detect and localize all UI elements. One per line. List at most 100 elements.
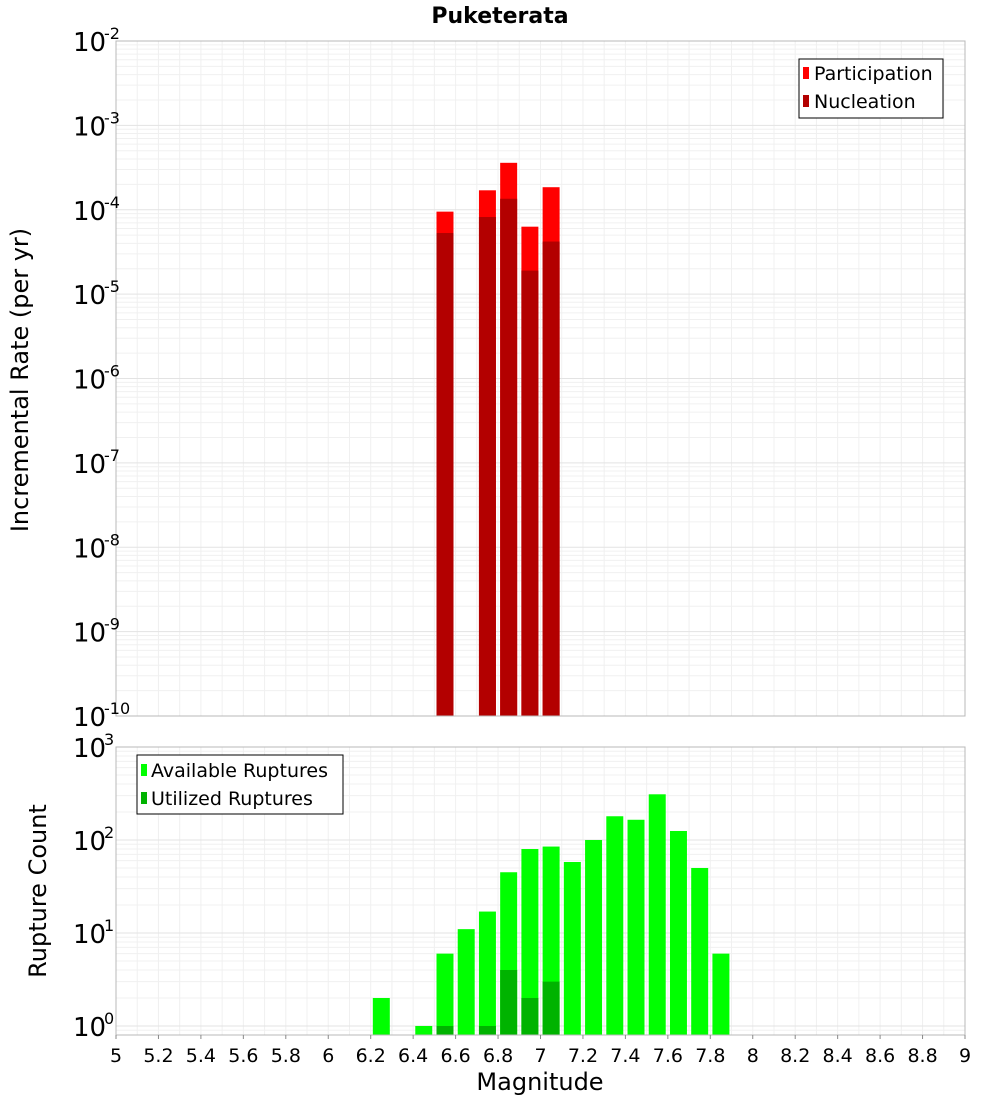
y-tick-label: 10-4 [73, 193, 120, 227]
bottom-legend: Available Ruptures Utilized Ruptures [136, 754, 344, 815]
available-ruptures-legend-swatch [141, 764, 147, 776]
y-tick-exponent: 1 [104, 916, 114, 935]
x-tick-label: 8.8 [907, 1045, 937, 1067]
utilized-ruptures-bar [521, 997, 539, 1035]
y-tick-label: 10-9 [73, 615, 120, 649]
x-tick-label: 5.2 [143, 1045, 173, 1067]
y-tick-label: 10-10 [73, 699, 130, 733]
y-tick-label: 10-8 [73, 530, 120, 564]
available-ruptures-bar [606, 816, 624, 1035]
y-tick-label: 100 [73, 1009, 114, 1043]
nucleation-bar [521, 270, 539, 716]
y-tick-label: 103 [73, 730, 114, 764]
x-tick-label: 8.6 [865, 1045, 895, 1067]
top-grid [115, 40, 966, 717]
y-tick-exponent: 2 [104, 823, 114, 842]
x-tick-label: 5.6 [228, 1045, 258, 1067]
nucleation-legend-swatch [803, 95, 809, 107]
nucleation-bar [500, 198, 518, 717]
available-ruptures-bar [563, 861, 581, 1035]
y-tick-exponent: -10 [104, 699, 130, 718]
x-tick-label: 7.8 [695, 1045, 725, 1067]
utilized-ruptures-bar [478, 1025, 496, 1035]
x-tick-label: 5.4 [186, 1045, 216, 1067]
y-tick-label: 101 [73, 916, 114, 950]
available-ruptures-bar [669, 830, 687, 1035]
available-ruptures-bar [585, 839, 603, 1035]
y-tick-base: 10 [73, 920, 106, 950]
y-tick-base: 10 [73, 281, 106, 311]
y-tick-base: 10 [73, 450, 106, 480]
utilized-ruptures-bar [542, 981, 560, 1035]
y-tick-exponent: -3 [104, 108, 120, 127]
y-tick-exponent: -5 [104, 277, 120, 296]
y-tick-label: 10-2 [73, 24, 120, 58]
utilized-ruptures-legend-label: Utilized Ruptures [151, 788, 313, 810]
y-tick-base: 10 [73, 734, 106, 764]
available-ruptures-bar [691, 867, 709, 1035]
nucleation-bar [542, 241, 560, 717]
y-tick-label: 10-3 [73, 108, 120, 142]
x-tick-label: 8.4 [823, 1045, 853, 1067]
x-tick-label: 9 [959, 1045, 971, 1067]
participation-legend-label: Participation [814, 63, 933, 85]
top-bars [436, 162, 560, 717]
x-tick-label: 7.4 [610, 1045, 640, 1067]
y-tick-exponent: -7 [104, 446, 120, 465]
bottom-legend-box [136, 754, 344, 815]
y-tick-exponent: 0 [104, 1009, 114, 1028]
y-tick-base: 10 [73, 366, 106, 396]
y-tick-base: 10 [73, 534, 106, 564]
available-ruptures-bar [478, 911, 496, 1035]
y-tick-base: 10 [73, 28, 106, 58]
chart-title: Puketerata [431, 4, 568, 29]
nucleation-bar [478, 217, 496, 716]
y-tick-label: 10-6 [73, 362, 120, 396]
available-ruptures-bar [415, 1025, 433, 1035]
nucleation-bar [436, 233, 454, 716]
x-tick-label: 8 [747, 1045, 759, 1067]
x-tick-label: 6 [322, 1045, 334, 1067]
participation-legend-swatch [803, 67, 809, 79]
y-tick-base: 10 [73, 197, 106, 227]
y-tick-label: 102 [73, 823, 114, 857]
available-ruptures-bar [648, 794, 666, 1035]
utilized-ruptures-bar [500, 969, 518, 1035]
available-ruptures-bar [712, 953, 730, 1035]
x-tick-label: 6.6 [440, 1045, 470, 1067]
available-ruptures-bar [457, 929, 475, 1035]
y-tick-exponent: -4 [104, 193, 120, 212]
available-ruptures-bar [372, 997, 390, 1035]
top-plot-border [115, 40, 966, 717]
x-tick-label: 6.2 [356, 1045, 386, 1067]
x-tick-label: 6.8 [483, 1045, 513, 1067]
available-ruptures-legend-label: Available Ruptures [151, 760, 328, 782]
available-ruptures-bar [627, 819, 645, 1035]
bottom-y-axis-label: Rupture Count [24, 804, 52, 978]
x-tick-label: 7.6 [653, 1045, 683, 1067]
y-tick-label: 10-7 [73, 446, 120, 480]
y-tick-exponent: -9 [104, 615, 120, 634]
available-ruptures-bar [521, 849, 539, 1035]
y-tick-exponent: -8 [104, 530, 120, 549]
bottom-bars [372, 794, 730, 1035]
y-tick-exponent: 3 [104, 730, 114, 749]
y-tick-exponent: -6 [104, 362, 120, 381]
y-tick-base: 10 [73, 112, 106, 142]
y-tick-exponent: -2 [104, 24, 120, 43]
y-tick-base: 10 [73, 1013, 106, 1043]
x-tick-label: 5 [110, 1045, 122, 1067]
x-tick-label: 7.2 [568, 1045, 598, 1067]
bottom-x-ticks: 5 5.2 5.4 5.6 5.8 6 6.2 6.4 6.6 6.8 7 7.2 7.4 7.6 7.8 8… [110, 1035, 971, 1067]
y-tick-label: 10-5 [73, 277, 120, 311]
nucleation-legend-label: Nucleation [814, 91, 916, 113]
top-legend-box [798, 58, 944, 119]
y-tick-base: 10 [73, 703, 106, 733]
x-tick-label: 6.4 [398, 1045, 428, 1067]
top-legend: Participation Nucleation [798, 58, 944, 119]
x-axis-label: Magnitude [476, 1068, 603, 1096]
x-tick-label: 7 [534, 1045, 546, 1067]
